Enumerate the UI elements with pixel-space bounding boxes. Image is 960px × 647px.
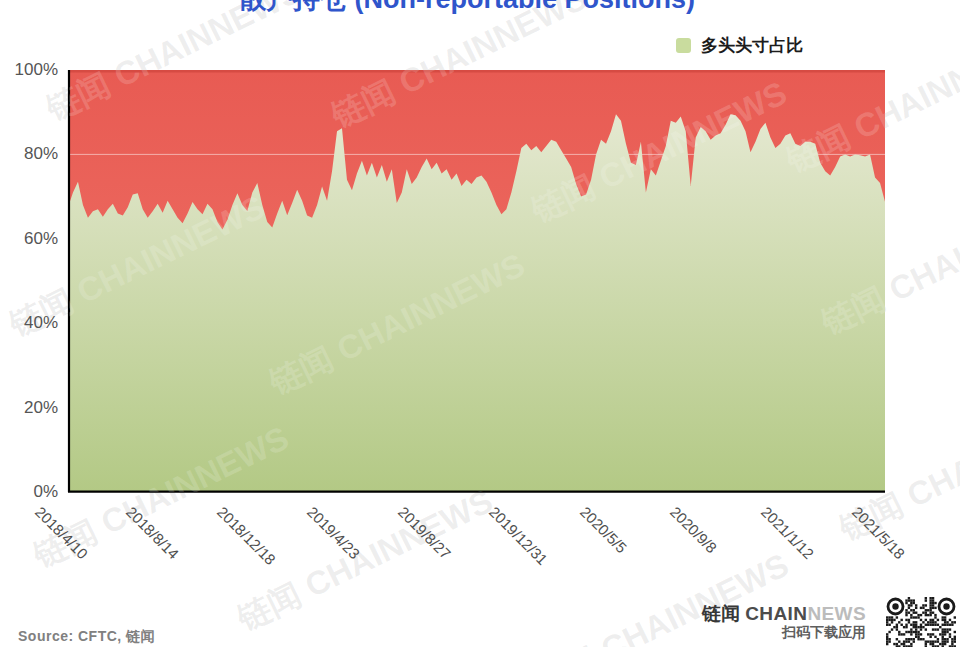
watermark-text: 链闻 CHAINNEWS bbox=[262, 243, 532, 406]
watermark-text: 链闻 CHAINNEWS bbox=[324, 70, 594, 139]
y-axis-label: 0% bbox=[0, 483, 58, 501]
brand-chain: CHAIN bbox=[745, 603, 807, 624]
watermark-text: 链闻 CHAINNEWS bbox=[69, 185, 272, 348]
legend: 多头头寸占比 bbox=[676, 34, 803, 57]
qr-caption: 扫码下载应用 bbox=[0, 624, 866, 642]
watermark-text: 链闻 CHAINNEWS bbox=[69, 416, 296, 492]
brand-news: NEWS bbox=[807, 603, 866, 624]
watermark-text: 链闻 CHAINNEWS bbox=[832, 389, 885, 492]
watermark-text: 链闻 CHAINNEWS bbox=[779, 70, 885, 184]
watermark-layer-white: 链闻 CHAINNEWS链闻 CHAINNEWS链闻 CHAINNEWS链闻 C… bbox=[69, 70, 885, 492]
watermark-text: 链闻 CHAINNEWS bbox=[230, 479, 500, 492]
y-axis-label: 100% bbox=[0, 61, 58, 79]
y-axis-label: 40% bbox=[0, 314, 58, 332]
legend-swatch bbox=[676, 38, 691, 53]
legend-label: 多头头寸占比 bbox=[701, 34, 803, 57]
chart-title: 散户持仓 (Non-reportable Positions) bbox=[0, 0, 934, 13]
qr-code bbox=[886, 597, 956, 647]
y-axis-label: 80% bbox=[0, 145, 58, 163]
y-axis-label: 20% bbox=[0, 399, 58, 417]
brand-cjk: 链闻 bbox=[702, 603, 740, 624]
watermark-text: 链闻 CHAINNEWS bbox=[524, 71, 794, 234]
watermark-text: 链闻 CHAINNEWS bbox=[814, 183, 885, 346]
y-axis-label: 60% bbox=[0, 230, 58, 248]
watermark-text: 链闻 CHAINNEWS bbox=[69, 70, 309, 132]
